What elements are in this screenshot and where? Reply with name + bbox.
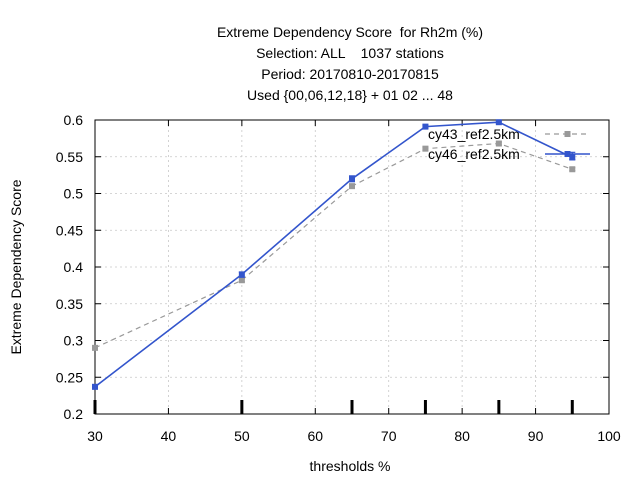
y-tick-label: 0.5 — [64, 186, 84, 202]
chart-title-line: Period: 20170810-20170815 — [261, 66, 439, 82]
legend-label: cy46_ref2.5km — [428, 146, 520, 162]
data-point — [495, 140, 502, 147]
x-tick-label: 60 — [307, 428, 323, 444]
y-tick-label: 0.4 — [64, 259, 84, 275]
data-point — [238, 277, 245, 284]
y-tick-label: 0.3 — [64, 333, 84, 349]
legend-marker — [564, 151, 571, 157]
x-tick-label: 80 — [454, 428, 470, 444]
series-line-cy46_ref2.5km — [94, 121, 573, 388]
x-tick-label: 50 — [234, 428, 250, 444]
data-point — [422, 123, 429, 130]
data-point — [495, 119, 502, 126]
data-point — [92, 383, 98, 390]
x-tick-label: 90 — [528, 428, 544, 444]
y-tick-label: 0.35 — [56, 296, 83, 312]
x-tick-label: 100 — [597, 428, 621, 444]
chart-title-line: Used {00,06,12,18} + 01 02 ... 48 — [247, 87, 453, 103]
data-point — [422, 145, 429, 152]
data-point — [349, 175, 355, 182]
y-tick-label: 0.45 — [56, 222, 83, 238]
legend-marker — [564, 131, 571, 137]
x-axis-label: thresholds % — [310, 458, 391, 474]
data-point — [569, 166, 576, 173]
x-tick-label: 70 — [381, 428, 397, 444]
y-axis-label: Extreme Dependency Score — [8, 179, 24, 354]
y-tick-label: 0.55 — [56, 149, 83, 165]
data-point — [349, 183, 355, 190]
data-point — [238, 271, 245, 278]
series-line-cy43_ref2.5km — [94, 142, 573, 349]
data-point — [569, 154, 576, 161]
data-point — [92, 344, 98, 351]
y-tick-label: 0.6 — [64, 112, 84, 128]
legend-label: cy43_ref2.5km — [428, 126, 520, 142]
y-tick-label: 0.25 — [56, 369, 83, 385]
y-tick-label: 0.2 — [64, 406, 84, 422]
chart-title-line: Selection: ALL 1037 stations — [256, 45, 444, 61]
x-tick-label: 40 — [161, 428, 177, 444]
chart-title-line: Extreme Dependency Score for Rh2m (%) — [217, 24, 483, 40]
x-tick-label: 30 — [87, 428, 103, 444]
